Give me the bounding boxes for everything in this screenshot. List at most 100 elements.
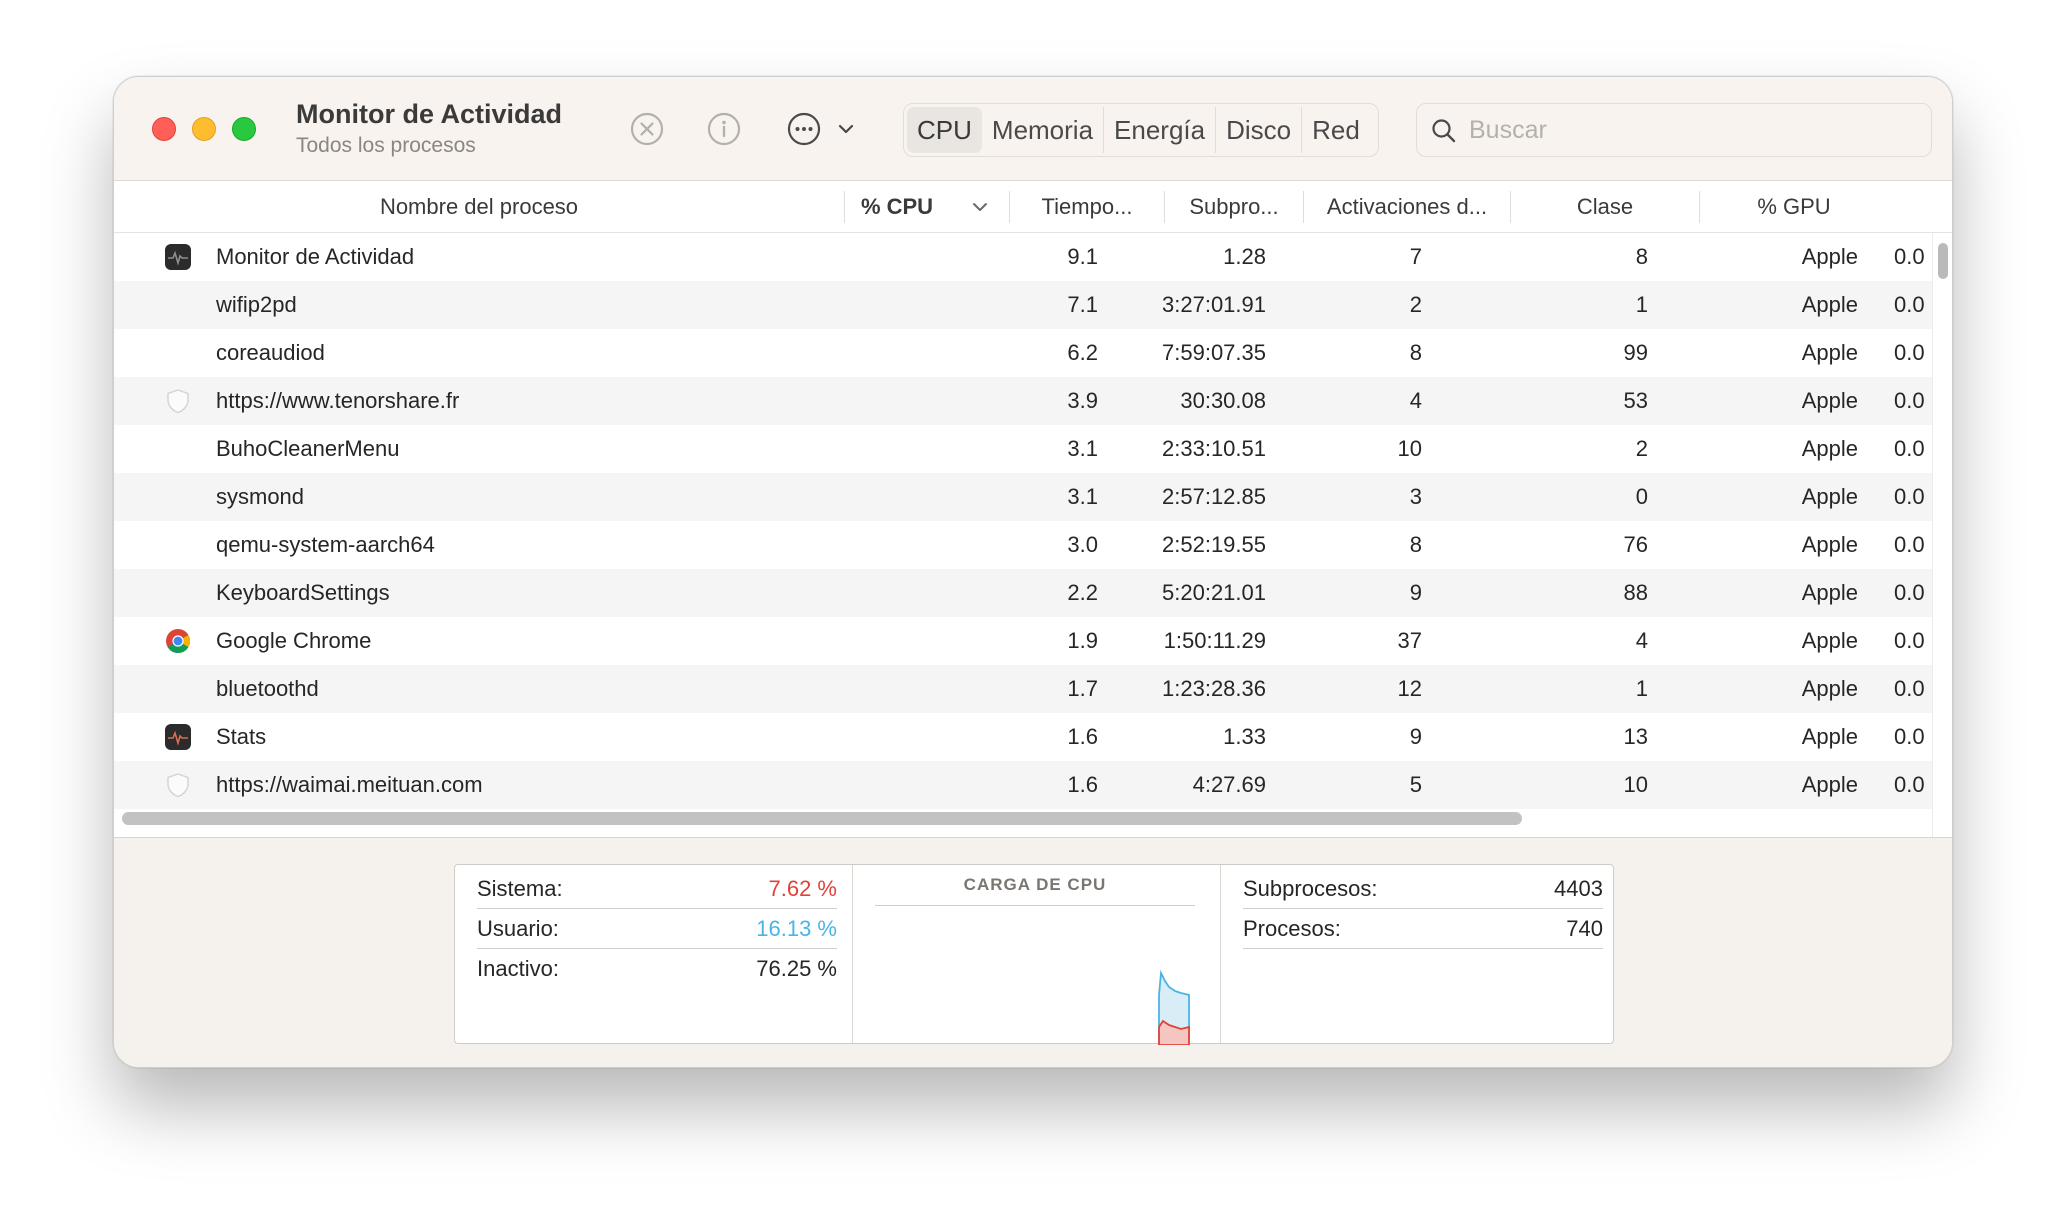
column-header-class[interactable]: Clase xyxy=(1576,194,1634,219)
process-name: wifip2pd xyxy=(216,292,297,317)
threads-row: Subprocesos: 4403 xyxy=(1243,869,1603,909)
more-actions-button[interactable] xyxy=(786,111,822,147)
stop-process-button[interactable] xyxy=(629,111,665,147)
process-cpu-time: 30:30.08 xyxy=(1180,388,1266,413)
table-row[interactable]: https://www.tenorshare.fr 3.9 30:30.08 4… xyxy=(114,377,1932,425)
process-name: Monitor de Actividad xyxy=(216,244,415,269)
column-header-cpu[interactable]: % CPU xyxy=(860,194,934,219)
process-threads: 8 xyxy=(1409,532,1422,557)
cpu-load-graph-section: CARGA DE CPU xyxy=(853,865,1221,1045)
process-idle-wakes: 1 xyxy=(1635,292,1648,317)
column-header-wakes[interactable]: Activaciones d... xyxy=(1326,194,1488,219)
tab-energia[interactable]: Energía xyxy=(1104,107,1217,153)
user-label: Usuario: xyxy=(477,915,559,941)
column-separator[interactable] xyxy=(844,191,845,223)
view-tabs: CPU Memoria Energía Disco Red xyxy=(903,103,1379,157)
table-row[interactable]: Stats 1.6 1.33 9 13 Apple 0.0 xyxy=(114,713,1932,761)
process-class: Apple xyxy=(1801,580,1858,605)
column-separator[interactable] xyxy=(1699,191,1700,223)
process-idle-wakes: 99 xyxy=(1623,340,1648,365)
process-cpu: 9.1 xyxy=(1067,244,1098,269)
process-gpu: 0.0 xyxy=(1894,340,1925,365)
processes-row: Procesos: 740 xyxy=(1243,909,1603,949)
process-cpu: 1.7 xyxy=(1067,676,1098,701)
table-row[interactable]: wifip2pd 7.1 3:27:01.91 2 1 Apple 0.0 xyxy=(114,281,1932,329)
process-threads: 8 xyxy=(1409,340,1422,365)
column-header-threads[interactable]: Subpro... xyxy=(1189,194,1279,219)
column-header-time[interactable]: Tiempo... xyxy=(1041,194,1133,219)
process-class: Apple xyxy=(1801,292,1858,317)
activity-monitor-window: Monitor de Actividad Todos los procesos xyxy=(113,76,1953,1068)
table-row[interactable]: BuhoCleanerMenu 3.1 2:33:10.51 10 2 Appl… xyxy=(114,425,1932,473)
process-table: Monitor de Actividad 9.1 1.28 7 8 Apple … xyxy=(114,233,1932,845)
table-row[interactable]: qemu-system-aarch64 3.0 2:52:19.55 8 76 … xyxy=(114,521,1932,569)
zoom-window-button[interactable] xyxy=(232,117,256,141)
table-row[interactable]: sysmond 3.1 2:57:12.85 3 0 Apple 0.0 xyxy=(114,473,1932,521)
horizontal-scroll-thumb[interactable] xyxy=(122,812,1522,825)
column-separator[interactable] xyxy=(1303,191,1304,223)
xmark-circle-icon xyxy=(630,112,664,146)
process-class: Apple xyxy=(1801,244,1858,269)
search-field[interactable] xyxy=(1416,103,1932,157)
close-window-button[interactable] xyxy=(152,117,176,141)
process-class: Apple xyxy=(1801,436,1858,461)
process-cpu: 2.2 xyxy=(1067,580,1098,605)
process-class: Apple xyxy=(1801,772,1858,797)
process-threads: 7 xyxy=(1409,244,1422,269)
column-separator[interactable] xyxy=(1164,191,1165,223)
process-cpu-time: 5:20:21.01 xyxy=(1162,580,1266,605)
process-name: Google Chrome xyxy=(216,628,372,653)
column-header-name[interactable]: Nombre del proceso xyxy=(379,194,579,219)
sort-descending-icon[interactable] xyxy=(970,197,990,217)
process-class: Apple xyxy=(1801,628,1858,653)
process-name: bluetoothd xyxy=(216,676,319,701)
search-icon xyxy=(1429,116,1459,146)
process-cpu-time: 3:27:01.91 xyxy=(1162,292,1266,317)
tab-cpu[interactable]: CPU xyxy=(907,107,982,153)
process-name: BuhoCleanerMenu xyxy=(216,436,400,461)
minimize-window-button[interactable] xyxy=(192,117,216,141)
tab-disco[interactable]: Disco xyxy=(1216,107,1303,153)
table-row[interactable]: bluetoothd 1.7 1:23:28.36 12 1 Apple 0.0 xyxy=(114,665,1932,713)
idle-load-row: Inactivo: 76.25 % xyxy=(477,949,837,989)
process-gpu: 0.0 xyxy=(1894,484,1925,509)
process-cpu: 6.2 xyxy=(1067,340,1098,365)
process-name: Stats xyxy=(216,724,267,749)
process-threads: 2 xyxy=(1409,292,1422,317)
shield-icon xyxy=(164,771,192,799)
search-input[interactable] xyxy=(1469,110,1919,150)
ellipsis-circle-icon xyxy=(787,112,821,146)
vertical-scrollbar[interactable] xyxy=(1932,233,1952,845)
table-header: Nombre del proceso % CPU Tiempo... Subpr… xyxy=(114,181,1952,233)
vertical-scroll-thumb[interactable] xyxy=(1938,243,1948,279)
process-name: qemu-system-aarch64 xyxy=(216,532,435,557)
cpu-load-graph xyxy=(1151,965,1211,1045)
process-idle-wakes: 88 xyxy=(1623,580,1648,605)
table-row[interactable]: coreaudiod 6.2 7:59:07.35 8 99 Apple 0.0 xyxy=(114,329,1932,377)
process-gpu: 0.0 xyxy=(1894,628,1925,653)
inspect-process-button[interactable] xyxy=(706,111,742,147)
table-row[interactable]: Monitor de Actividad 9.1 1.28 7 8 Apple … xyxy=(114,233,1932,281)
process-idle-wakes: 13 xyxy=(1623,724,1648,749)
table-row[interactable]: https://waimai.meituan.com 1.6 4:27.69 5… xyxy=(114,761,1932,809)
chrome-icon xyxy=(164,627,192,655)
process-threads: 5 xyxy=(1409,772,1422,797)
process-name: https://www.tenorshare.fr xyxy=(216,388,460,413)
process-idle-wakes: 8 xyxy=(1635,244,1648,269)
process-idle-wakes: 4 xyxy=(1635,628,1648,653)
table-row[interactable]: Google Chrome 1.9 1:50:11.29 37 4 Apple … xyxy=(114,617,1932,665)
tab-red[interactable]: Red xyxy=(1312,114,1360,145)
tab-memoria[interactable]: Memoria xyxy=(982,107,1105,153)
threads-value: 4403 xyxy=(1554,875,1603,901)
process-cpu: 7.1 xyxy=(1067,292,1098,317)
process-threads: 12 xyxy=(1397,676,1422,701)
processes-label: Procesos: xyxy=(1243,915,1341,941)
table-row[interactable]: KeyboardSettings 2.2 5:20:21.01 9 88 App… xyxy=(114,569,1932,617)
column-separator[interactable] xyxy=(1510,191,1511,223)
process-threads: 9 xyxy=(1409,580,1422,605)
more-actions-dropdown[interactable] xyxy=(835,111,857,147)
process-count-section: Subprocesos: 4403 Procesos: 740 xyxy=(1221,865,1613,1043)
column-header-gpu[interactable]: % GPU xyxy=(1757,194,1831,219)
column-separator[interactable] xyxy=(1009,191,1010,223)
info-circle-icon xyxy=(707,112,741,146)
